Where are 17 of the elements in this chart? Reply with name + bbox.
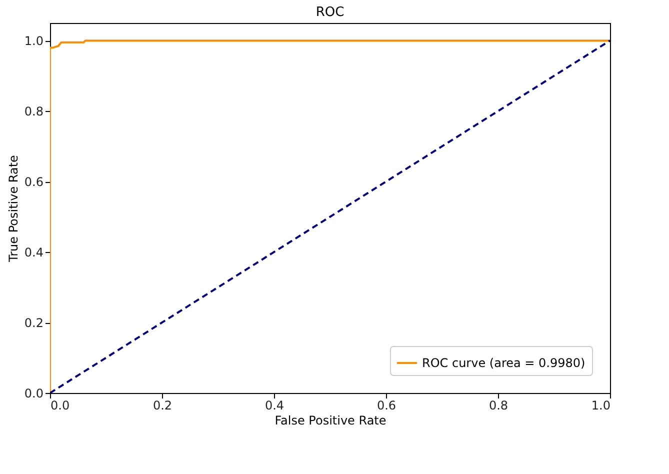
x-tick-label: 0.8 <box>488 398 508 412</box>
x-tick-label: 0.0 <box>50 398 70 412</box>
y-tick-label: 0.2 <box>24 316 44 330</box>
x-tick-label: 1.0 <box>591 398 610 412</box>
line-series <box>50 40 610 393</box>
y-axis-title: True Positive Rate <box>6 155 20 263</box>
y-tick-label: 1.0 <box>24 34 44 48</box>
x-tick-label: 0.6 <box>376 398 396 412</box>
y-tick-label: 0.0 <box>24 386 44 400</box>
y-tick-label: 0.4 <box>24 246 44 260</box>
x-tick-label: 0.4 <box>264 398 284 412</box>
y-tick-label: 0.8 <box>24 104 44 119</box>
y-tick-label: 0.6 <box>24 175 44 190</box>
legend-label: ROC curve (area = 0.9980) <box>422 356 586 370</box>
chart-title: ROC <box>316 5 344 20</box>
x-tick-label: 0.2 <box>152 398 172 412</box>
x-axis-title: False Positive Rate <box>274 414 386 428</box>
